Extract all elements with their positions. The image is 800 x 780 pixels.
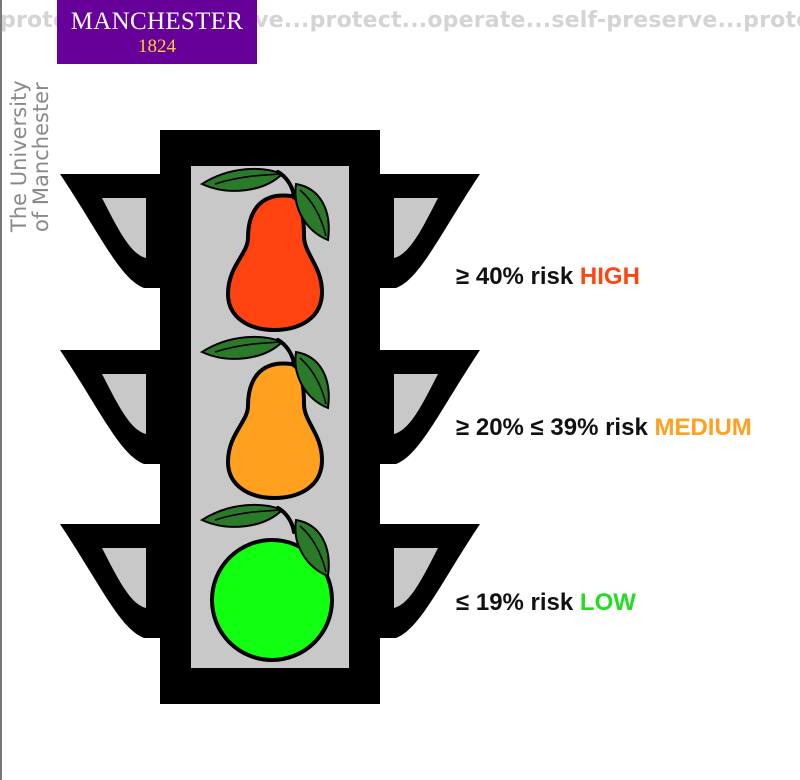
risk-range-high: ≥ 40% risk <box>456 263 574 290</box>
risk-level-low: LOW <box>579 589 636 616</box>
risk-label-high: ≥ 40% risk HIGH <box>456 263 640 291</box>
risk-range-low: ≤ 19% risk <box>456 589 574 616</box>
left-wing-middle <box>60 350 160 464</box>
left-wing-top <box>60 174 160 288</box>
logo-name: MANCHESTER <box>70 8 244 35</box>
risk-label-medium: ≥ 20% ≤ 39% risk MEDIUM <box>456 414 752 442</box>
right-wing-bottom <box>380 524 480 638</box>
risk-label-low: ≤ 19% risk LOW <box>456 589 636 617</box>
logo-year: 1824 <box>138 36 176 57</box>
risk-level-medium: MEDIUM <box>654 414 752 441</box>
risk-range-medium: ≥ 20% ≤ 39% risk <box>456 414 648 441</box>
risk-level-high: HIGH <box>579 263 640 290</box>
university-logo: MANCHESTER 1824 <box>57 0 257 64</box>
right-wing-middle <box>380 350 480 464</box>
left-wing-bottom <box>60 524 160 638</box>
light-low-apple <box>200 502 334 662</box>
